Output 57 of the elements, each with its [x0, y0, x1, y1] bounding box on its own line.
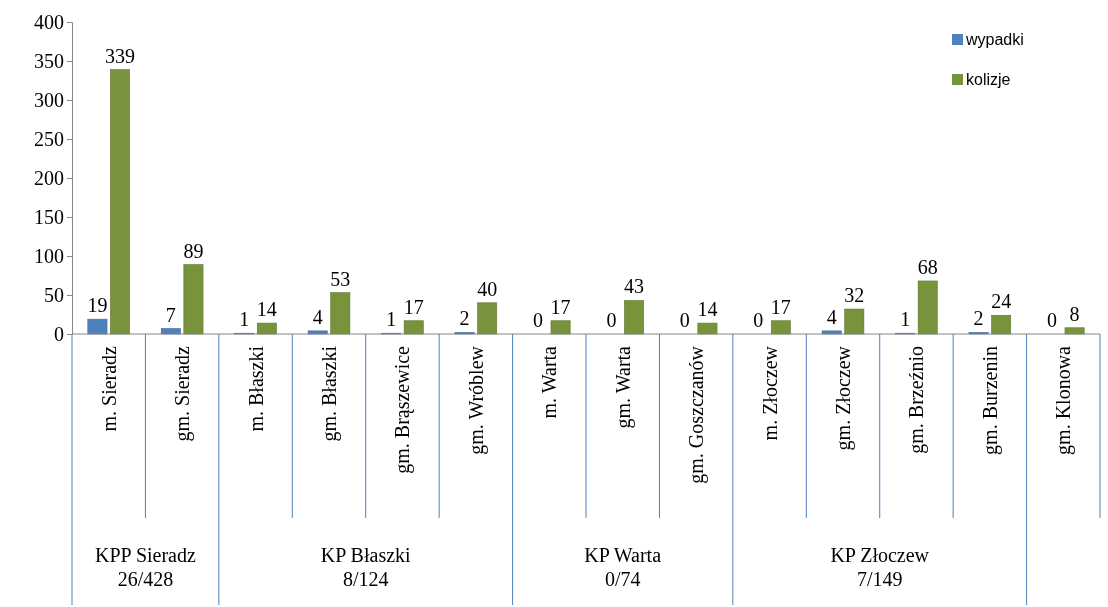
- data-label: 2: [459, 307, 470, 330]
- x-tick-label: m. Błaszki: [244, 345, 267, 432]
- data-label: 4: [312, 305, 323, 328]
- data-label: 1: [386, 308, 397, 331]
- x-tick-label: m. Złoczew: [758, 345, 781, 441]
- x-tick-label: gm. Sieradz: [171, 345, 195, 442]
- data-label: 0: [753, 309, 764, 331]
- data-label: 17: [770, 295, 791, 318]
- data-label: 24: [991, 290, 1012, 313]
- data-label: 68: [917, 255, 938, 278]
- x-tick-label: gm. Błaszki: [318, 345, 341, 442]
- y-tick-label: 400: [34, 10, 64, 33]
- data-label: 339: [105, 44, 136, 67]
- data-label: 2: [973, 307, 984, 330]
- data-label: 0: [1046, 309, 1057, 331]
- x-tick-label: gm. Brzeźnio: [905, 346, 929, 454]
- x-tick-label: gm. Goszczanów: [685, 345, 709, 484]
- legend-label: kolizje: [966, 71, 1011, 88]
- data-label: 0: [606, 309, 617, 331]
- y-tick-label: 350: [34, 49, 64, 72]
- y-tick-label: 0: [54, 322, 64, 345]
- data-label: 53: [330, 267, 351, 290]
- data-label: 1: [239, 308, 250, 331]
- data-label: 0: [679, 309, 690, 331]
- x-tick-label: gm. Klonowa: [1052, 345, 1076, 455]
- data-label: 1: [900, 308, 911, 331]
- x-tick-label: gm. Wróblew: [464, 345, 488, 455]
- y-tick-label: 100: [34, 244, 64, 267]
- legend-label: wypadki: [965, 31, 1024, 48]
- data-label: 14: [697, 298, 718, 321]
- data-label: 14: [256, 298, 277, 321]
- data-label: 8: [1069, 302, 1080, 325]
- text: KP Warta 0/74: [584, 544, 662, 590]
- data-label: 0: [532, 309, 543, 331]
- y-tick-label: 50: [44, 283, 64, 306]
- x-tick-label: gm. Warta: [611, 345, 635, 429]
- x-tick-label: m. Sieradz: [97, 345, 120, 432]
- data-label: 89: [183, 239, 204, 262]
- x-tick-label: m. Warta: [538, 345, 561, 419]
- data-label: 43: [624, 275, 645, 298]
- data-label: 17: [550, 295, 571, 318]
- y-tick-label: 150: [34, 205, 64, 228]
- data-label: 17: [403, 295, 424, 318]
- data-label: 19: [87, 294, 108, 317]
- text: KP Błaszki 8/124: [320, 544, 412, 590]
- data-label: 40: [477, 277, 498, 300]
- y-tick-label: 200: [34, 166, 64, 189]
- y-tick-label: 300: [34, 88, 64, 111]
- data-label: 32: [844, 284, 865, 307]
- text: KPP Sieradz 26/428: [94, 544, 197, 590]
- text: KP Złoczew 7/149: [830, 544, 930, 590]
- x-tick-label: gm. Złoczew: [832, 345, 855, 451]
- x-tick-label: gm. Brąszewice: [391, 345, 415, 474]
- data-label: 4: [826, 305, 837, 328]
- y-tick-label: 250: [34, 127, 64, 150]
- data-label: 7: [165, 303, 176, 326]
- x-tick-label: gm. Burzenin: [978, 346, 1002, 455]
